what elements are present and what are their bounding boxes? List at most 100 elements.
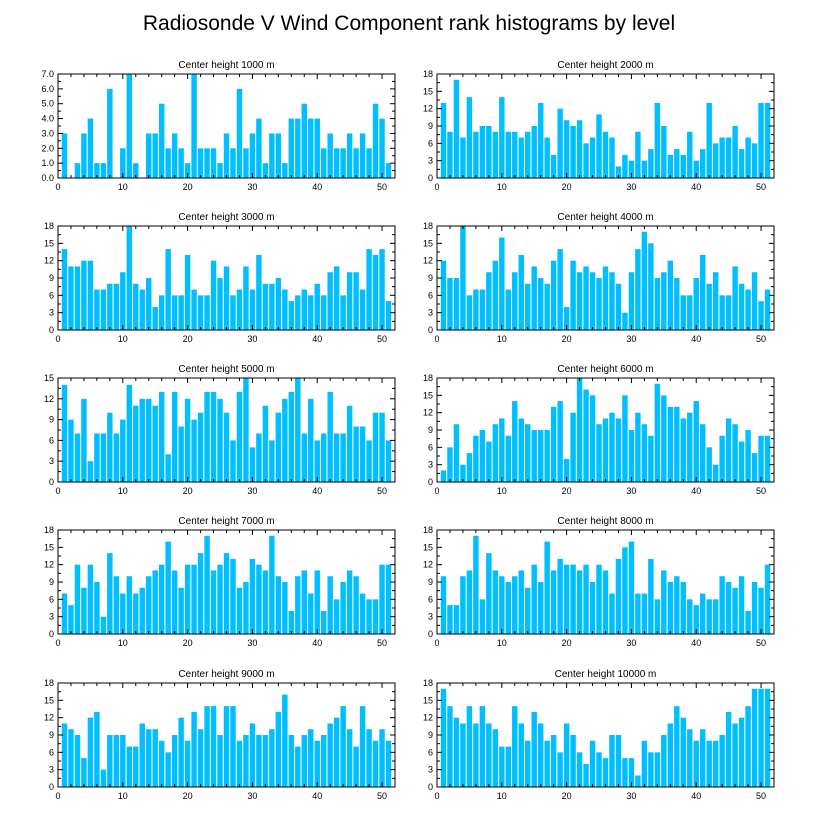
histogram-bar — [217, 564, 223, 634]
histogram-bar — [327, 723, 333, 787]
histogram-bar — [635, 775, 641, 787]
x-tick-label: 30 — [626, 638, 636, 648]
y-tick-label: 3 — [49, 308, 54, 318]
histogram-bar — [379, 729, 385, 787]
histogram-bar — [725, 418, 732, 482]
histogram-bar — [178, 717, 184, 787]
histogram-bar — [210, 570, 217, 634]
histogram-bar — [492, 729, 499, 787]
y-tick-label: 9 — [428, 121, 433, 131]
histogram-bar — [479, 599, 486, 634]
histogram-bar — [81, 398, 87, 482]
histogram-bar — [366, 249, 372, 330]
histogram-bar — [460, 137, 466, 178]
histogram-bar — [680, 295, 686, 330]
x-tick-label: 40 — [691, 486, 701, 496]
histogram-bar — [61, 723, 68, 787]
y-tick-label: 0.0 — [41, 173, 54, 183]
histogram-bar — [725, 582, 732, 634]
histogram-bar — [191, 419, 197, 482]
histogram-bar — [308, 398, 314, 482]
histogram-bar — [699, 149, 706, 178]
histogram-bar — [699, 593, 706, 634]
histogram-bar — [609, 593, 615, 634]
histogram-bar — [210, 706, 217, 787]
histogram-bar — [385, 740, 392, 787]
histogram-panel: Center height 2000 m 0 10 20 30 40 50 0 3 6 9 12 15 1… — [423, 60, 775, 192]
histogram-bar — [466, 570, 473, 634]
histogram-bar — [314, 740, 320, 787]
histogram-bar — [139, 289, 145, 330]
histogram-bar — [249, 723, 256, 787]
figure-title: Radiosonde V Wind Component rank histogr… — [143, 12, 675, 35]
histogram-bar — [107, 88, 113, 178]
histogram-bar — [628, 430, 635, 482]
histogram-bar — [301, 289, 307, 330]
histogram-bar — [113, 735, 120, 787]
histogram-bar — [525, 283, 531, 330]
histogram-bar — [333, 148, 340, 178]
x-tick-label: 0 — [434, 182, 439, 192]
histogram-bar — [583, 143, 589, 178]
histogram-bar — [518, 254, 524, 330]
histogram-bar — [372, 254, 379, 330]
histogram-bar — [223, 706, 230, 787]
histogram-bar — [139, 723, 145, 787]
y-tick-label: 9 — [428, 273, 433, 283]
histogram-bar — [184, 398, 191, 482]
histogram-bar — [615, 283, 622, 330]
histogram-bar — [602, 131, 609, 178]
histogram-bar — [236, 88, 243, 178]
x-tick-label: 40 — [312, 182, 322, 192]
x-tick-label: 20 — [562, 182, 572, 192]
x-tick-label: 30 — [247, 182, 257, 192]
histogram-bar — [628, 160, 635, 178]
histogram-bar — [249, 289, 256, 330]
x-tick-label: 10 — [497, 182, 507, 192]
histogram-bar — [94, 433, 100, 482]
histogram-bar — [87, 564, 94, 634]
histogram-bar — [486, 553, 492, 634]
histogram-bar — [262, 570, 269, 634]
histogram-bar — [648, 752, 654, 787]
histogram-bar — [622, 312, 628, 330]
histogram-bar — [486, 723, 492, 787]
histogram-bar — [372, 103, 379, 178]
histogram-bar — [359, 706, 366, 787]
histogram-bar — [269, 729, 275, 787]
histogram-bar — [525, 131, 531, 178]
y-tick-label: 15 — [423, 86, 433, 96]
histogram-bar — [693, 401, 699, 482]
histogram-bar — [152, 570, 158, 634]
histogram-bar — [440, 260, 447, 330]
histogram-bar — [667, 154, 674, 178]
histogram-bar — [615, 418, 622, 482]
histogram-bar — [667, 406, 674, 482]
histogram-bar — [537, 278, 544, 330]
histogram-bar — [751, 453, 758, 482]
histogram-bar — [372, 740, 379, 787]
y-tick-label: 7.0 — [41, 69, 54, 79]
histogram-bar — [197, 412, 204, 482]
histogram-bar — [178, 426, 184, 482]
x-tick-label: 10 — [497, 638, 507, 648]
y-tick-label: 3 — [49, 765, 54, 775]
histogram-bar — [133, 746, 139, 787]
histogram-bar — [100, 616, 107, 634]
histogram-bar — [512, 272, 518, 330]
y-tick-label: 0 — [428, 325, 433, 335]
histogram-bar — [758, 688, 764, 787]
y-tick-label: 0 — [49, 477, 54, 487]
x-tick-label: 50 — [377, 791, 387, 801]
y-tick-label: 0 — [49, 325, 54, 335]
histogram-bar — [74, 735, 81, 787]
histogram-bar — [531, 430, 537, 482]
histogram-bar — [158, 103, 165, 178]
histogram-bar — [576, 378, 583, 482]
x-tick-label: 40 — [312, 486, 322, 496]
histogram-bar — [719, 137, 725, 178]
x-tick-label: 10 — [118, 486, 128, 496]
histogram-bar — [693, 278, 699, 330]
histogram-bar — [87, 118, 94, 178]
histogram-bar — [544, 740, 550, 787]
